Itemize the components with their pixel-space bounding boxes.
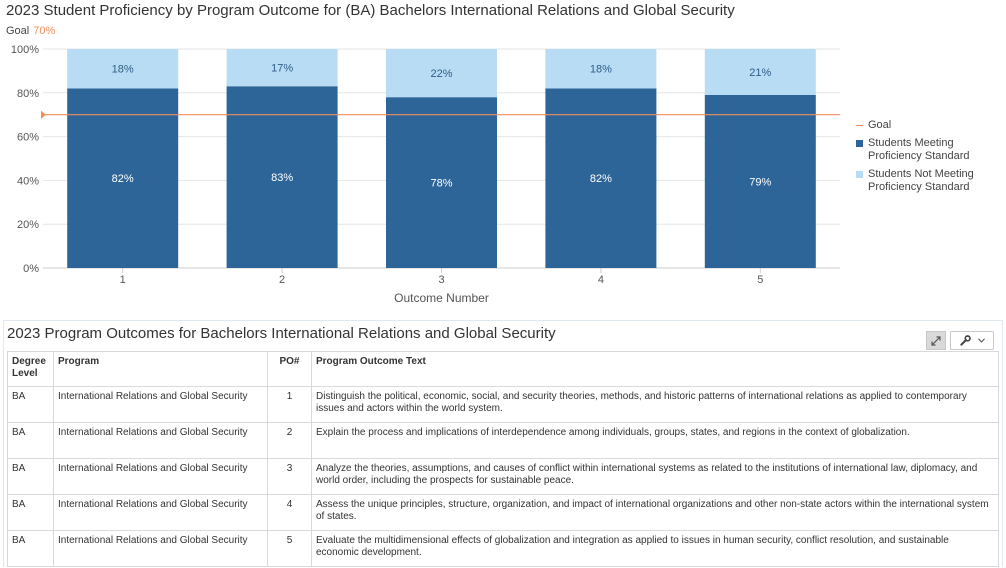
table-row: BA International Relations and Global Se…: [7, 422, 999, 459]
table-row: BA International Relations and Global Se…: [7, 386, 999, 423]
data-label-not-meeting: 18%: [590, 64, 612, 76]
cell-po-number: 3: [267, 458, 312, 495]
cell-degree-level: BA: [7, 530, 54, 567]
bar-meeting: [704, 94, 816, 269]
data-label-meeting: 82%: [590, 173, 612, 185]
legend-not-meeting-swatch: [856, 171, 863, 178]
chart-legend: Goal Students Meeting Proficiency Standa…: [856, 119, 986, 199]
x-tick-label: 4: [598, 274, 604, 286]
cell-po-number: 1: [267, 386, 312, 423]
bar-meeting: [67, 88, 179, 268]
data-label-not-meeting: 17%: [271, 63, 293, 75]
cell-degree-level: BA: [7, 422, 54, 459]
bar-not-meeting: [226, 49, 338, 87]
column-header-po-number[interactable]: PO#: [267, 351, 312, 387]
x-tick-label: 3: [438, 274, 444, 286]
data-label-not-meeting: 22%: [430, 68, 452, 80]
goal-marker-icon: [41, 110, 46, 119]
table-row: BA International Relations and Global Se…: [7, 458, 999, 495]
data-label-meeting: 83%: [271, 172, 293, 184]
data-label-meeting: 82%: [112, 173, 134, 185]
cell-outcome-text: Analyze the theories, assumptions, and c…: [311, 458, 999, 495]
bar-meeting: [226, 86, 338, 268]
x-tick-label: 1: [120, 274, 126, 286]
x-tick-label: 5: [757, 274, 763, 286]
y-tick-label: 100%: [11, 44, 39, 56]
goal-caption-label: Goal: [6, 25, 30, 37]
legend-meeting-swatch: [856, 140, 863, 147]
y-tick-label: 0%: [23, 263, 39, 275]
cell-po-number: 4: [267, 494, 312, 531]
cell-program: International Relations and Global Secur…: [53, 458, 268, 495]
table-row: BA International Relations and Global Se…: [7, 494, 999, 531]
cell-degree-level: BA: [7, 458, 54, 495]
cell-po-number: 2: [267, 422, 312, 459]
table-row: BA International Relations and Global Se…: [7, 530, 999, 567]
cell-program: International Relations and Global Secur…: [53, 386, 268, 423]
column-header-program[interactable]: Program: [53, 351, 268, 387]
chevron-down-icon: [977, 338, 985, 343]
cell-outcome-text: Distinguish the political, economic, soc…: [311, 386, 999, 423]
cell-program: International Relations and Global Secur…: [53, 422, 268, 459]
legend-item-goal[interactable]: Goal: [856, 119, 986, 132]
x-tick-label: 2: [279, 274, 285, 286]
goal-caption: Goal 70%: [6, 25, 55, 37]
data-label-meeting: 79%: [749, 176, 771, 188]
data-label-not-meeting: 21%: [749, 67, 771, 79]
wrench-icon: [959, 335, 971, 346]
table-header-row: Degree Level Program PO# Program Outcome…: [7, 351, 999, 387]
legend-label-goal: Goal: [868, 119, 892, 131]
program-outcomes-panel: 2023 Program Outcomes for Bachelors Inte…: [3, 320, 1003, 567]
outcomes-table: Degree Level Program PO# Program Outcome…: [7, 351, 999, 567]
tools-menu-button[interactable]: [950, 331, 994, 350]
cell-degree-level: BA: [7, 494, 54, 531]
x-axis-title: Outcome Number: [394, 291, 489, 305]
legend-item-meeting[interactable]: Students Meeting Proficiency Standard: [856, 137, 986, 163]
cell-degree-level: BA: [7, 386, 54, 423]
bar-not-meeting: [386, 49, 497, 98]
bar-meeting: [386, 97, 497, 269]
cell-outcome-text: Assess the unique principles, structure,…: [311, 494, 999, 531]
bar-meeting: [545, 88, 657, 268]
legend-item-not-meeting[interactable]: Students Not Meeting Proficiency Standar…: [856, 168, 986, 194]
data-label-meeting: 78%: [430, 178, 452, 190]
chart-title: 2023 Student Proficiency by Program Outc…: [6, 2, 735, 19]
column-header-degree-level[interactable]: Degree Level: [7, 351, 54, 387]
data-label-not-meeting: 18%: [112, 64, 134, 76]
cell-outcome-text: Evaluate the multidimensional effects of…: [311, 530, 999, 567]
bar-not-meeting: [545, 49, 657, 89]
y-tick-label: 80%: [17, 88, 39, 100]
table-title: 2023 Program Outcomes for Bachelors Inte…: [7, 325, 556, 342]
expand-arrows-icon: [931, 335, 941, 346]
expand-button[interactable]: [926, 331, 946, 350]
goal-caption-value: 70%: [33, 25, 56, 37]
legend-goal-line-swatch: [856, 125, 863, 126]
cell-outcome-text: Explain the process and implications of …: [311, 422, 999, 459]
y-tick-label: 40%: [17, 175, 39, 187]
column-header-outcome-text[interactable]: Program Outcome Text: [311, 351, 999, 387]
y-tick-label: 20%: [17, 219, 39, 231]
cell-po-number: 5: [267, 530, 312, 567]
y-tick-label: 60%: [17, 132, 39, 144]
bar-not-meeting: [67, 49, 179, 89]
bar-not-meeting: [704, 49, 816, 95]
legend-label-meeting: Students Meeting Proficiency Standard: [868, 137, 970, 162]
cell-program: International Relations and Global Secur…: [53, 494, 268, 531]
legend-label-not-meeting: Students Not Meeting Proficiency Standar…: [868, 168, 974, 193]
cell-program: International Relations and Global Secur…: [53, 530, 268, 567]
proficiency-chart: 0% 20% 40% 60% 80% 100% 82% 18% 1 83% 17% 2 78% 22% 3 8…: [11, 44, 840, 305]
